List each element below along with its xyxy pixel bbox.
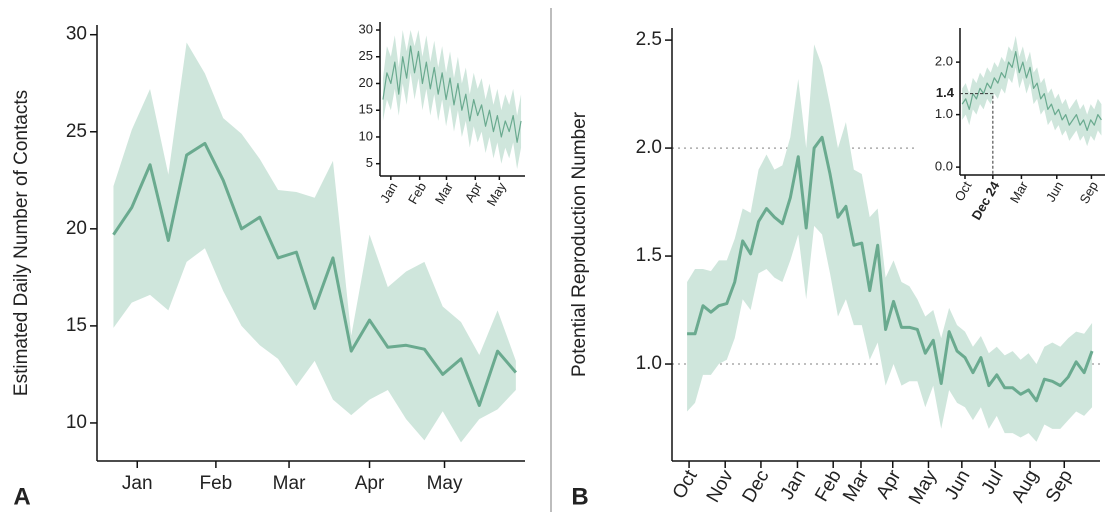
y-tick-label: 15 (66, 315, 87, 336)
y-tick-label: 25 (66, 121, 87, 142)
y-axis-title: Potential Reproduction Number (569, 111, 590, 377)
confidence-band (687, 44, 1093, 442)
y-tick-label: 5 (366, 155, 373, 170)
y-axis-title: Estimated Daily Number of Contacts (11, 90, 32, 396)
data-line (961, 51, 1102, 131)
confidence-band (113, 42, 516, 443)
confidence-band (382, 30, 522, 170)
y-tick-label: 10 (66, 412, 87, 433)
data-line (687, 135, 1094, 403)
y-tick-label: 25 (359, 48, 373, 63)
data-line (112, 141, 517, 407)
y-tick-label: 2.0 (935, 54, 953, 69)
y-tick-label: 0.0 (935, 159, 953, 174)
y-tick-label: 2.5 (636, 29, 662, 50)
annotation-label: 1.4 (936, 85, 955, 100)
y-tick-label: 1.5 (636, 245, 662, 266)
y-tick-label: 1.0 (935, 106, 953, 121)
y-tick-label: 10 (359, 128, 373, 143)
y-tick-label: 1.0 (636, 353, 662, 374)
data-line (382, 45, 522, 143)
y-tick-label: 20 (66, 218, 87, 239)
panel-label: B (571, 483, 588, 510)
x-tick-label: Apr (355, 473, 385, 494)
x-tick-label: Mar (273, 473, 306, 494)
annotation-guide (960, 93, 994, 175)
panel-label: A (13, 483, 30, 510)
y-tick-label: 30 (359, 21, 373, 36)
x-tick-label: May (427, 473, 463, 494)
x-tick-label: Feb (200, 473, 233, 494)
x-tick-label: Jan (122, 473, 153, 494)
y-tick-label: 2.0 (636, 137, 662, 158)
y-tick-label: 30 (66, 24, 87, 45)
y-tick-label: 20 (359, 75, 373, 90)
y-tick-label: 15 (359, 102, 373, 117)
